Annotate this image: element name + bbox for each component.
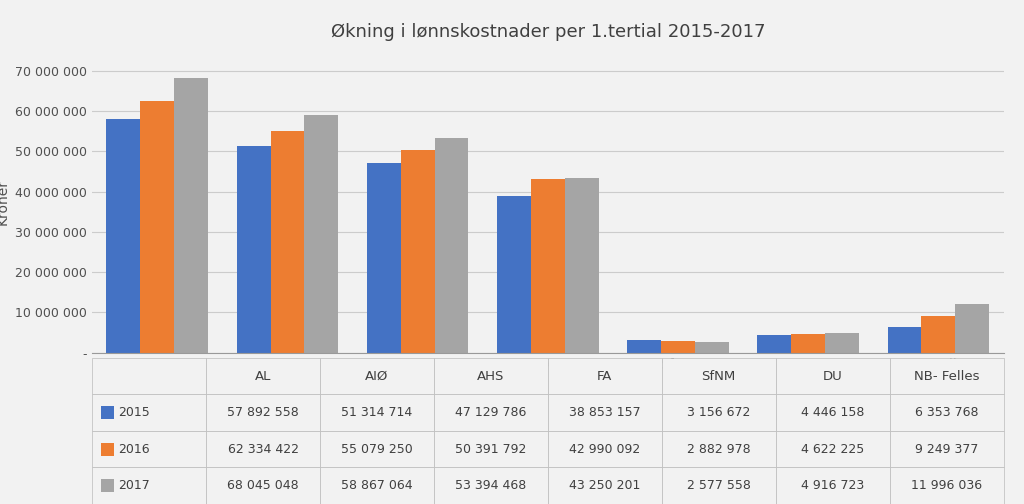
Bar bbox=[695, 342, 729, 353]
Bar bbox=[174, 79, 208, 353]
Bar bbox=[825, 333, 859, 353]
Bar bbox=[400, 150, 434, 353]
Bar bbox=[497, 196, 530, 353]
Bar bbox=[106, 119, 140, 353]
Bar bbox=[758, 335, 792, 353]
Bar bbox=[662, 341, 695, 353]
Bar bbox=[367, 163, 400, 353]
Bar bbox=[565, 178, 599, 353]
Bar bbox=[530, 179, 565, 353]
Title: Økning i lønnskostnader per 1.tertial 2015-2017: Økning i lønnskostnader per 1.tertial 20… bbox=[331, 23, 765, 40]
Bar bbox=[922, 316, 955, 353]
Bar bbox=[140, 101, 174, 353]
Y-axis label: Kroner: Kroner bbox=[0, 178, 10, 225]
Text: 2017: 2017 bbox=[119, 479, 151, 492]
Bar bbox=[955, 304, 989, 353]
Bar bbox=[434, 138, 468, 353]
Text: 2016: 2016 bbox=[119, 443, 151, 456]
Bar bbox=[237, 146, 270, 353]
Bar bbox=[792, 334, 825, 353]
Bar bbox=[270, 131, 304, 353]
Bar bbox=[304, 115, 338, 353]
Bar bbox=[888, 327, 922, 353]
Text: 2015: 2015 bbox=[119, 406, 151, 419]
Bar bbox=[628, 340, 662, 353]
